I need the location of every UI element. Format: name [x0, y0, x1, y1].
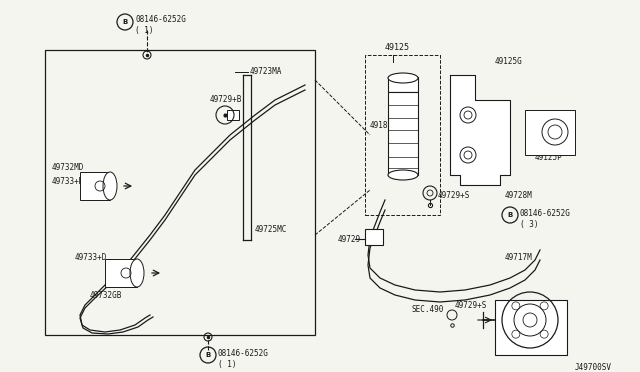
Text: 49733+D: 49733+D: [52, 177, 84, 186]
Text: 08146-6252G: 08146-6252G: [135, 16, 186, 25]
Text: 49125G: 49125G: [495, 58, 523, 67]
Text: 49125P: 49125P: [535, 154, 563, 163]
Text: 49729+B: 49729+B: [210, 96, 243, 105]
Text: ( 3): ( 3): [520, 219, 538, 228]
Text: 49125: 49125: [385, 44, 410, 52]
Text: 08146-6252G: 08146-6252G: [218, 349, 269, 357]
Text: J49700SV: J49700SV: [575, 363, 612, 372]
Bar: [105, 259, 137, 287]
Text: 49728M: 49728M: [505, 190, 532, 199]
Bar: [388, 92, 418, 175]
Text: 49717M: 49717M: [505, 253, 532, 263]
Ellipse shape: [388, 170, 418, 180]
Bar: [365, 229, 383, 245]
Text: B: B: [122, 19, 127, 25]
Ellipse shape: [103, 172, 117, 200]
Bar: [525, 110, 575, 155]
Text: ( 1): ( 1): [218, 359, 237, 369]
Bar: [227, 110, 239, 120]
Text: 49733+D: 49733+D: [75, 253, 108, 263]
Text: 49729+S: 49729+S: [455, 301, 488, 310]
Polygon shape: [450, 75, 510, 185]
Text: 49732MD: 49732MD: [52, 164, 84, 173]
Text: 08146-6252G: 08146-6252G: [520, 208, 571, 218]
Text: 49729: 49729: [338, 234, 361, 244]
Bar: [45, 50, 315, 335]
Text: 49729+S: 49729+S: [438, 190, 470, 199]
Bar: [80, 172, 110, 200]
Text: 49181M: 49181M: [370, 121, 397, 129]
Text: ( 1): ( 1): [135, 26, 154, 35]
Ellipse shape: [130, 259, 144, 287]
Ellipse shape: [388, 73, 418, 83]
Text: 49725MC: 49725MC: [255, 225, 287, 234]
Bar: [495, 300, 567, 355]
Text: 49723MA: 49723MA: [250, 67, 282, 77]
Text: B: B: [508, 212, 513, 218]
Text: B: B: [205, 352, 211, 358]
Text: 49732GB: 49732GB: [90, 291, 122, 299]
Bar: [388, 77, 418, 92]
Bar: [365, 55, 440, 215]
Text: SEC.490: SEC.490: [412, 305, 444, 314]
